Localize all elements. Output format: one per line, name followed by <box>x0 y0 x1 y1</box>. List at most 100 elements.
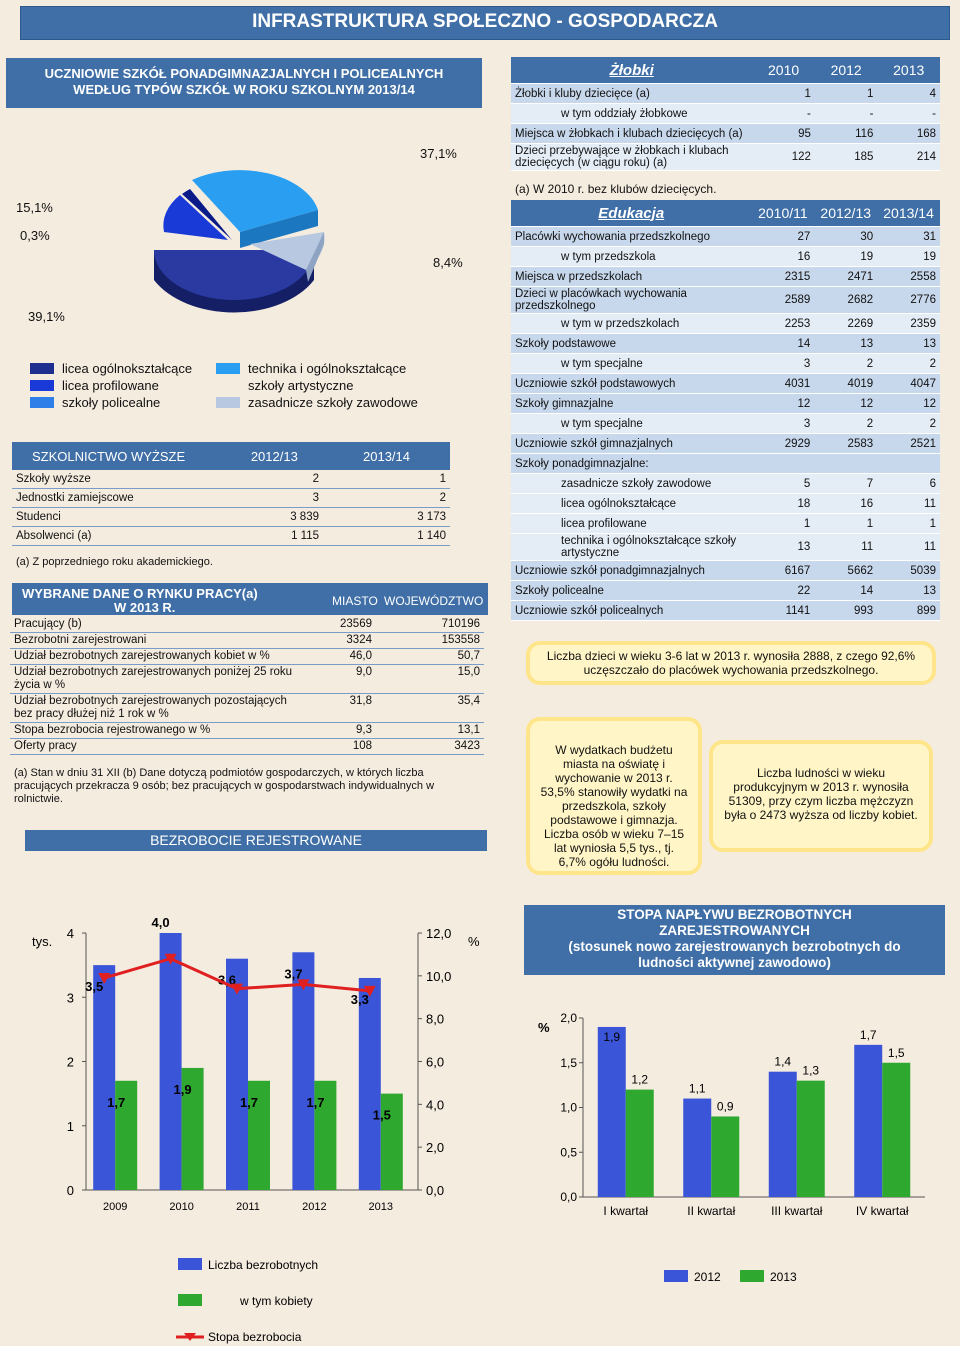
edukacja-row-value: 1 <box>751 513 815 534</box>
edukacja-row-value: 2 <box>814 413 878 434</box>
edukacja-row-value: 12 <box>814 393 878 414</box>
edukacja-row-value: 13 <box>814 333 878 354</box>
edukacja-row-label: zasadnicze szkoły zawodowe <box>511 473 752 494</box>
pie-slice-licea-prof <box>163 195 228 240</box>
pie-label-37: 37,1% <box>420 146 457 161</box>
pie-legend-left: licea ogólnokształcące licea profilowane… <box>30 360 192 411</box>
zlobki-row-value: 122 <box>752 143 815 171</box>
edukacja-row: w tym w przedszkolach 2253 2269 2359 <box>511 313 940 334</box>
edukacja-row-value: 2929 <box>751 433 815 454</box>
edukacja-row-value: 7 <box>814 473 878 494</box>
legend-item-policealne: szkoły policealne <box>30 394 192 411</box>
y-tick-label: 0,0 <box>560 1190 577 1204</box>
inflow-heading-line2: ZAREJESTROWANYCH <box>659 923 810 938</box>
edukacja-row-value: 31 <box>877 226 940 247</box>
labour-row-value: 710196 <box>376 617 484 633</box>
pie-slice-technika <box>192 170 318 232</box>
edukacja-row-value: 2269 <box>814 313 878 334</box>
edukacja-row-label: w tym przedszkola <box>511 246 752 267</box>
labour-row-value: 15,0 <box>376 664 484 694</box>
legend-label-bezrobotni: Liczba bezrobotnych <box>208 1258 318 1272</box>
edukacja-row-label: w tym w przedszkolach <box>511 313 752 334</box>
edukacja-row-label: Miejsca w przedszkolach <box>511 266 752 287</box>
zlobki-header: Żłobki 2010 2012 2013 <box>511 57 940 84</box>
edukacja-row-label: Placówki wychowania przedszkolnego <box>511 226 752 247</box>
labour-row-label: Stopa bezrobocia rejestrowanego w % <box>10 722 308 739</box>
edukacja-header-title: Edukacja <box>511 200 752 227</box>
bar-kobiety <box>115 1080 138 1190</box>
labour-row: Udział bezrobotnych zarejestrowanych poz… <box>10 693 484 723</box>
bar-bezrobotni <box>226 958 248 1190</box>
edukacja-header: Edukacja 2010/11 2012/13 2013/14 <box>511 200 940 227</box>
legend-swatch <box>30 380 54 391</box>
legend-item-licea-og: licea ogólnokształcące <box>30 360 192 377</box>
edukacja-row: Placówki wychowania przedszkolnego 27 30 31 <box>511 226 940 247</box>
labour-row-label: Udział bezrobotnych zarejestrowanych poz… <box>10 693 308 723</box>
edukacja-row-label: Uczniowie szkół policealnych <box>511 600 752 621</box>
labour-row-label: Udział bezrobotnych zarejestrowanych pon… <box>10 664 308 694</box>
labour-row: Udział bezrobotnych zarejestrowanych kob… <box>10 648 484 665</box>
edukacja-row-label: technika i ogólnokształcące szkoły artys… <box>511 533 752 561</box>
line-point <box>297 979 310 991</box>
legend-swatch <box>30 397 54 408</box>
edukacja-row-value: 1 <box>877 513 940 534</box>
edukacja-row-value: 2682 <box>814 286 878 314</box>
edukacja-row-value: 27 <box>751 226 815 247</box>
legend-swatch <box>30 363 54 374</box>
labour-heading-line1: WYBRANE DANE O RYNKU PRACY(a) <box>22 586 258 601</box>
edukacja-row-value: 3 <box>751 413 815 434</box>
bar-2013 <box>882 1062 911 1197</box>
unemployment-chart: 0 1 2 3 4 0,0 2,0 4,0 6,0 8,0 10,0 12,0 tys. % 3,5 1,7 2… <box>32 915 480 1344</box>
y-tick-label: 1 <box>67 1119 74 1134</box>
pie-heading: UCZNIOWIE SZKÓŁ PONADGIMNAZJALNYCH I POL… <box>6 58 482 108</box>
edukacja-header-col1: 2010/11 <box>751 200 815 227</box>
labour-row: Bezrobotni zarejestrowani 3324 153558 <box>10 632 484 649</box>
edukacja-row-value: 2558 <box>877 266 940 287</box>
bar-label-2012: 1,9 <box>603 1030 620 1044</box>
info-bubble-budget: W wydatkach budżetu miasta na oświatę i … <box>526 717 702 875</box>
legend-item-zasadnicze: zasadnicze szkoły zawodowe <box>216 394 418 411</box>
edukacja-row-value: 16 <box>814 493 878 514</box>
edukacja-row-value: 16 <box>751 246 815 267</box>
pie-slice-technika-side <box>240 210 318 248</box>
edukacja-row-value: 2315 <box>751 266 815 287</box>
y2-tick-label: 12,0 <box>426 926 451 941</box>
zlobki-row-value: 1 <box>752 83 815 104</box>
legend-label: zasadnicze szkoły zawodowe <box>248 395 418 410</box>
zlobki-note: (a) W 2010 r. bez klubów dziecięcych. <box>515 182 717 196</box>
zlobki-row-value: - <box>814 103 878 124</box>
pie-heading-line2: WEDŁUG TYPÓW SZKÓŁ W ROKU SZKOLNYM 2013/… <box>73 82 415 97</box>
legend-label-2013: 2013 <box>770 1270 797 1284</box>
zlobki-row-value: - <box>877 103 940 124</box>
labour-row-value: 13,1 <box>376 722 484 739</box>
zlobki-row-value: 185 <box>814 143 878 171</box>
labour-row-label: Bezrobotni zarejestrowani <box>10 632 308 649</box>
x-tick-label: 2013 <box>369 1201 393 1213</box>
bar-bezrobotni <box>93 965 116 1190</box>
edukacja-row-value: 19 <box>814 246 878 267</box>
info-bubble-preschool: Liczba dzieci w wieku 3-6 lat w 2013 r. … <box>526 641 936 685</box>
edukacja-row-value: 2359 <box>877 313 940 334</box>
zlobki-header-title: Żłobki <box>511 57 753 84</box>
pie-label-15: 15,1% <box>16 200 53 215</box>
zlobki-row-label: Dzieci przebywające w żłobkach i klubach… <box>511 143 753 171</box>
labour-col-voiv: WOJEWÓDZTWO <box>384 594 484 608</box>
edukacja-header-col2: 2012/13 <box>814 200 878 227</box>
inflow-heading-line4: ludności aktywnej zawodowo) <box>638 955 831 970</box>
labour-row-label: Pracujący (b) <box>10 617 308 633</box>
legend-label-stopa: Stopa bezrobocia <box>208 1330 302 1344</box>
pie-slice-policealne <box>182 189 232 240</box>
y-tick-label: 2 <box>67 1055 74 1070</box>
zlobki-row-value: 168 <box>877 123 940 144</box>
edukacja-row-value: 1141 <box>751 600 815 621</box>
bar-2012 <box>597 1026 626 1197</box>
labour-row: Stopa bezrobocia rejestrowanego w % 9,3 13… <box>10 722 484 739</box>
y-tick-label: 1,5 <box>560 1056 577 1070</box>
edukacja-row: Szkoły policealne 22 14 13 <box>511 580 940 601</box>
edukacja-row: zasadnicze szkoły zawodowe 5 7 6 <box>511 473 940 494</box>
higher-row: Szkoły wyższe 2 1 <box>12 470 450 489</box>
y2-tick-label: 8,0 <box>426 1012 444 1027</box>
x-tick-label: 2011 <box>236 1201 260 1213</box>
edukacja-row-label: Szkoły ponadgimnazjalne: <box>511 453 752 474</box>
edukacja-row-label: Dzieci w placówkach wychowania przedszko… <box>511 286 752 314</box>
